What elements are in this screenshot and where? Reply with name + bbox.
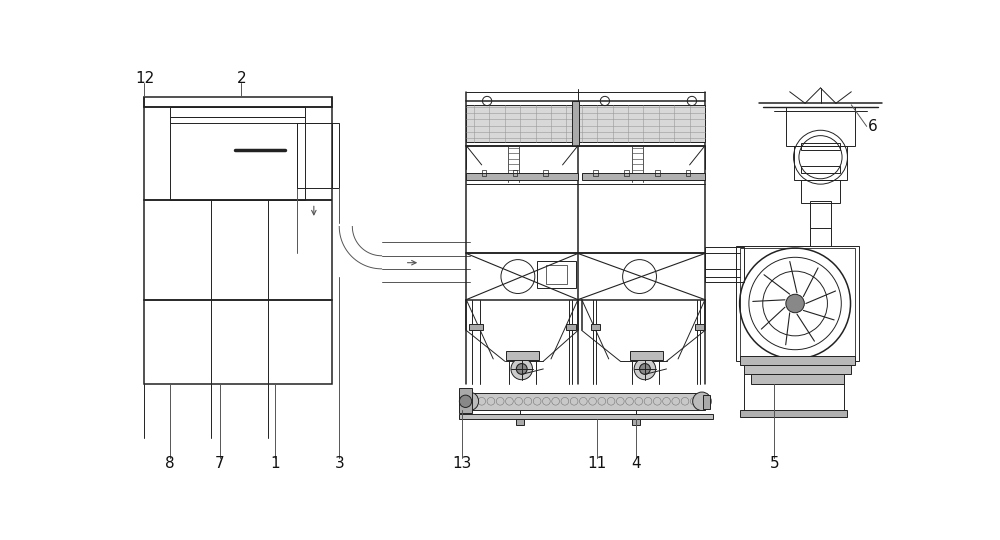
Bar [736,246,859,361]
Bar [655,170,660,176]
Bar [705,247,744,282]
Bar [801,180,840,204]
Text: 7: 7 [215,456,225,471]
Text: 13: 13 [453,456,472,471]
Bar [624,170,629,176]
Text: 8: 8 [165,456,175,471]
Bar [469,325,483,330]
Bar [466,146,705,253]
Bar [144,200,332,300]
Text: 6: 6 [868,119,878,134]
Bar [543,170,548,176]
Bar [632,419,640,425]
Bar [740,410,847,417]
Bar [466,393,705,410]
Text: 11: 11 [588,456,607,471]
Bar [572,101,579,146]
Bar [546,265,567,284]
Circle shape [460,392,479,410]
Bar [744,365,851,374]
Bar [740,248,855,359]
Circle shape [786,294,804,313]
Bar [801,166,840,173]
Bar [703,395,710,409]
Bar [459,388,472,413]
Text: 4: 4 [631,456,641,471]
Bar [466,101,705,146]
Bar [144,97,332,107]
Bar [170,117,305,200]
Text: 5: 5 [769,456,779,471]
Bar [516,419,524,425]
Circle shape [634,358,656,380]
Bar [144,300,332,384]
Bar [466,105,705,142]
Bar [686,170,690,176]
Circle shape [516,363,527,374]
Bar [170,107,305,117]
Bar [144,107,332,200]
Bar [466,253,705,300]
Text: 12: 12 [135,71,154,86]
Bar [537,261,576,288]
Text: 1: 1 [271,456,280,471]
Bar [582,173,705,180]
Bar [786,107,855,146]
Bar [630,351,663,361]
Bar [740,356,855,365]
Bar [297,123,339,188]
Circle shape [459,395,472,408]
Bar [591,325,600,330]
Bar [506,351,539,361]
Bar [794,146,847,180]
Bar [801,143,840,150]
Bar [512,170,517,176]
Text: 3: 3 [334,456,344,471]
Bar [482,170,486,176]
Bar [593,170,598,176]
Bar [459,414,713,419]
Bar [751,374,844,384]
Circle shape [640,363,650,374]
Bar [810,201,831,228]
Bar [695,325,704,330]
Circle shape [511,358,533,380]
Bar [566,325,576,330]
Circle shape [693,392,711,410]
Bar [466,173,578,180]
Text: 2: 2 [237,71,246,86]
